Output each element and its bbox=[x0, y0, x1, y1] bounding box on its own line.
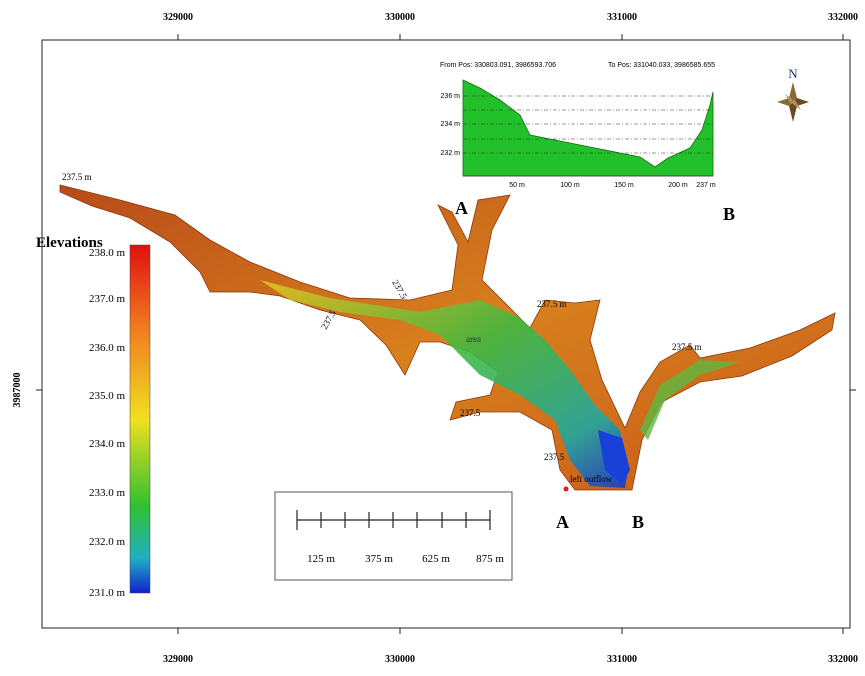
profile-to: To Pos: 331040.033, 3986585.655 bbox=[608, 62, 715, 69]
profile-area bbox=[462, 79, 714, 177]
profile-x-label: 150 m bbox=[614, 182, 634, 189]
coord-label: 329000 bbox=[163, 12, 193, 23]
profile-from: From Pos: 330803.091, 3986593.706 bbox=[440, 62, 556, 69]
reservoir-channel bbox=[260, 280, 628, 488]
coord-label: 331000 bbox=[607, 12, 637, 23]
legend-label: 237.0 m bbox=[89, 293, 126, 305]
legend-label: 238.0 m bbox=[89, 247, 126, 259]
legend-title: Elevations bbox=[36, 235, 103, 251]
reservoir-deep bbox=[598, 430, 630, 484]
coord-label: 332000 bbox=[828, 12, 858, 23]
coord-label: 330000 bbox=[385, 654, 415, 665]
coord-label: 332000 bbox=[828, 654, 858, 665]
reservoir-arm bbox=[640, 360, 740, 440]
legend-label: 231.0 m bbox=[89, 587, 126, 599]
profile-y-label: 234 m bbox=[441, 121, 461, 128]
scale-box bbox=[274, 491, 513, 581]
coord-label: 329000 bbox=[163, 654, 193, 665]
contour-label: 237.5 bbox=[460, 408, 481, 418]
coord-label: 331000 bbox=[607, 654, 637, 665]
legend-label: 233.0 m bbox=[89, 487, 126, 499]
legend-label: 234.0 m bbox=[89, 438, 126, 450]
contour-label: 237.5 m bbox=[537, 299, 567, 309]
coord-label: 330000 bbox=[385, 12, 415, 23]
coord-label: 3987000 bbox=[12, 373, 23, 408]
outflow-point bbox=[563, 486, 569, 492]
scale-label: 375 m bbox=[365, 553, 393, 565]
profile-start: A bbox=[455, 198, 468, 218]
area-label: area bbox=[466, 334, 481, 344]
scale-label: 625 m bbox=[422, 553, 450, 565]
profile-x-label: 50 m bbox=[509, 182, 525, 189]
profile-y-label: 236 m bbox=[441, 93, 461, 100]
frame-ticks bbox=[36, 34, 856, 634]
profile-x-label: 237 m bbox=[696, 182, 716, 189]
legend-labels: 238.0 m 237.0 m 236.0 m 235.0 m 234.0 m … bbox=[89, 247, 126, 599]
profile-end: B bbox=[723, 204, 735, 224]
contour-label: 237.5 m bbox=[62, 172, 92, 182]
outflow-label: left outflow bbox=[570, 474, 613, 484]
contour-label: 237.5 m bbox=[672, 342, 702, 352]
scale-label: 125 m bbox=[307, 553, 335, 565]
legend-label: 232.0 m bbox=[89, 536, 126, 548]
profile-y-label: 232 m bbox=[441, 150, 461, 157]
legend-label: 235.0 m bbox=[89, 390, 126, 402]
profile-x-label: 100 m bbox=[560, 182, 580, 189]
north-label: N bbox=[788, 66, 798, 81]
section-start: A bbox=[556, 512, 569, 532]
legend-colorbar bbox=[129, 244, 151, 594]
scale-label: 875 m bbox=[476, 553, 504, 565]
section-end: B bbox=[632, 512, 644, 532]
legend-label: 236.0 m bbox=[89, 342, 126, 354]
scale-bar bbox=[296, 510, 491, 530]
contour-label: 237.5 bbox=[544, 452, 565, 462]
north-arrow bbox=[777, 82, 809, 122]
profile-x-label: 200 m bbox=[668, 182, 688, 189]
profile-grid bbox=[463, 95, 713, 154]
